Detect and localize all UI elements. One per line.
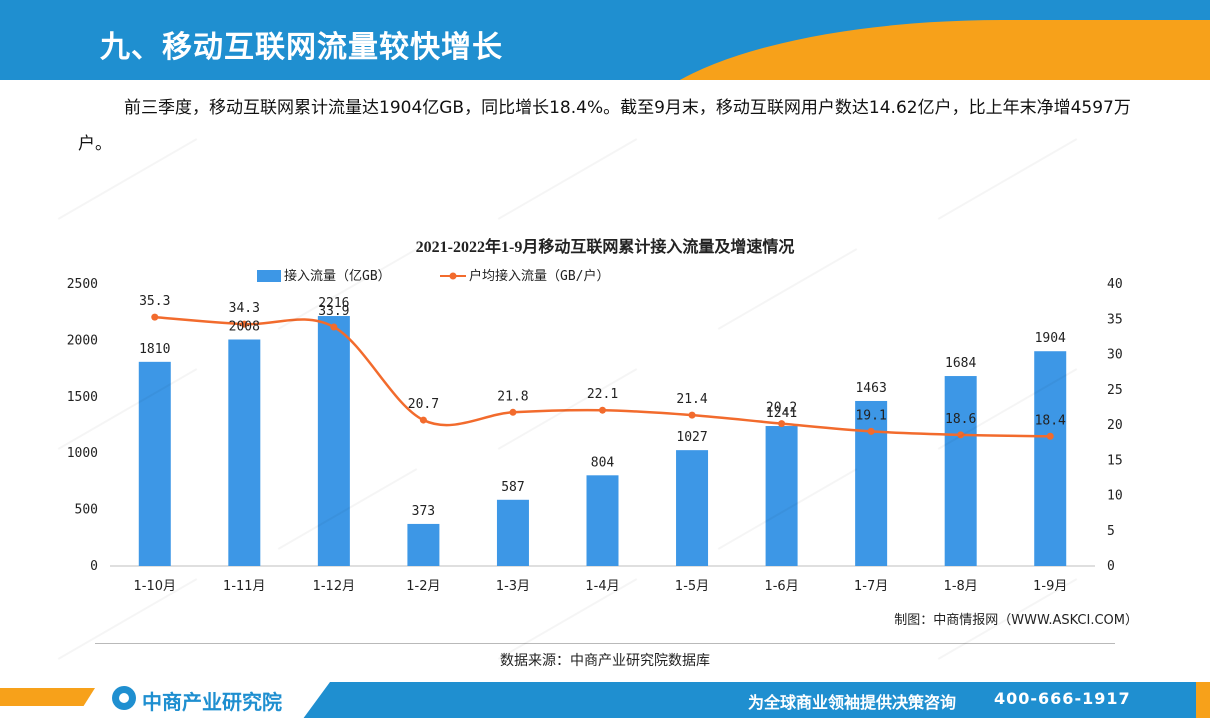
- line-point: [599, 406, 606, 414]
- line-point: [778, 420, 786, 428]
- series-line: [154, 315, 1051, 438]
- line-point: [419, 416, 427, 424]
- legend-marker-line: [449, 272, 457, 280]
- data-source: 数据来源：中商产业研究院数据库: [500, 653, 710, 669]
- x-tick-label: 1-3月: [496, 579, 530, 594]
- bar: [1034, 351, 1067, 566]
- footer-orange-stripe: [0, 688, 95, 706]
- x-tick-label: 1-5月: [675, 579, 709, 594]
- y-right-tick-label: 35: [1107, 312, 1123, 327]
- divider-line: [95, 643, 1115, 644]
- header-banner: 九、移动互联网流量较快增长: [0, 0, 1210, 80]
- line-point: [957, 431, 965, 439]
- bar: [407, 523, 440, 566]
- y-left-tick-label: 2000: [67, 333, 98, 348]
- line-data-label: 33.9: [318, 304, 349, 319]
- bar-data-label: 587: [501, 480, 524, 495]
- bar-data-label: 804: [591, 455, 615, 470]
- line-point: [867, 427, 875, 435]
- y-left-tick-label: 500: [75, 503, 98, 518]
- bar: [944, 376, 977, 566]
- line-data-label: 35.3: [139, 294, 170, 309]
- line-point: [240, 320, 248, 328]
- line-point: [1046, 432, 1054, 440]
- bar-data-label: 2008: [229, 319, 260, 334]
- bar: [765, 426, 798, 566]
- x-tick-label: 1-7月: [854, 579, 888, 594]
- line-data-label: 21.4: [676, 392, 707, 407]
- y-right-tick-label: 10: [1107, 489, 1123, 504]
- y-right-tick-label: 20: [1107, 418, 1123, 433]
- line-data-label: 22.1: [587, 387, 618, 402]
- line-data-label: 19.1: [855, 408, 886, 423]
- bar-data-label: 1904: [1035, 331, 1066, 346]
- bar-data-label: 1684: [945, 356, 976, 371]
- header-accent-shape: [630, 20, 1210, 80]
- line-data-label: 18.6: [945, 412, 976, 427]
- y-right-tick-label: 30: [1107, 348, 1123, 363]
- y-left-tick-label: 2500: [67, 277, 98, 292]
- y-left-tick-label: 1000: [67, 446, 98, 461]
- bar: [138, 361, 171, 566]
- y-left-tick-label: 1500: [67, 390, 98, 405]
- line-point: [330, 323, 338, 331]
- line-data-label: 20.2: [766, 401, 797, 416]
- bar-data-label: 1241: [766, 406, 797, 421]
- y-right-tick-label: 5: [1107, 524, 1115, 539]
- x-tick-label: 1-8月: [944, 579, 978, 594]
- y-right-tick-label: 0: [1107, 559, 1115, 574]
- bar: [855, 400, 888, 566]
- bar: [676, 450, 709, 566]
- bar-data-label: 1463: [855, 381, 886, 396]
- chart-credit: 制图：中商情报网（WWW.ASKCI.COM）: [894, 613, 1138, 628]
- bar: [317, 316, 350, 566]
- bar-data-label: 2216: [318, 296, 349, 311]
- brand-logo-text: 中商产业研究院: [142, 690, 282, 714]
- bar: [496, 499, 529, 566]
- y-right-tick-label: 40: [1107, 277, 1123, 292]
- footer-phone: 400-666-1917: [994, 689, 1131, 708]
- line-data-label: 21.8: [497, 389, 528, 404]
- intro-paragraph: 前三季度，移动互联网累计流量达1904亿GB，同比增长18.4%。截至9月末，移…: [78, 98, 1131, 154]
- line-point: [151, 313, 159, 321]
- page-title: 九、移动互联网流量较快增长: [100, 30, 503, 65]
- y-right-tick-label: 25: [1107, 383, 1123, 398]
- footer-right-stripe: [1196, 682, 1210, 718]
- bar: [228, 339, 261, 566]
- x-tick-label: 1-9月: [1033, 579, 1067, 594]
- y-right-tick-label: 15: [1107, 453, 1123, 468]
- line-point: [688, 411, 696, 419]
- x-tick-label: 1-12月: [313, 579, 356, 594]
- bar-data-label: 373: [412, 504, 435, 519]
- bar-data-label: 1027: [676, 430, 707, 445]
- line-point: [509, 408, 517, 416]
- legend-swatch-bar: [257, 270, 281, 282]
- x-tick-label: 1-2月: [406, 579, 440, 594]
- line-data-label: 34.3: [229, 301, 260, 316]
- chart-title: 2021-2022年1-9月移动互联网累计接入流量及增速情况: [416, 237, 795, 256]
- x-tick-label: 1-4月: [585, 579, 619, 594]
- y-left-tick-label: 0: [90, 559, 98, 574]
- line-data-label: 20.7: [408, 397, 439, 412]
- line-data-label: 18.4: [1035, 413, 1066, 428]
- legend-label-line: 户均接入流量（GB/户）: [469, 268, 609, 284]
- bar-data-label: 1810: [139, 342, 170, 357]
- x-tick-label: 1-11月: [223, 579, 266, 594]
- footer-slogan: 为全球商业领袖提供决策咨询: [748, 693, 957, 712]
- x-tick-label: 1-10月: [134, 579, 177, 594]
- brand-logo-icon: [112, 686, 136, 710]
- x-tick-label: 1-6月: [764, 579, 798, 594]
- legend-label-bar: 接入流量（亿GB）: [284, 268, 391, 284]
- bar: [586, 475, 619, 566]
